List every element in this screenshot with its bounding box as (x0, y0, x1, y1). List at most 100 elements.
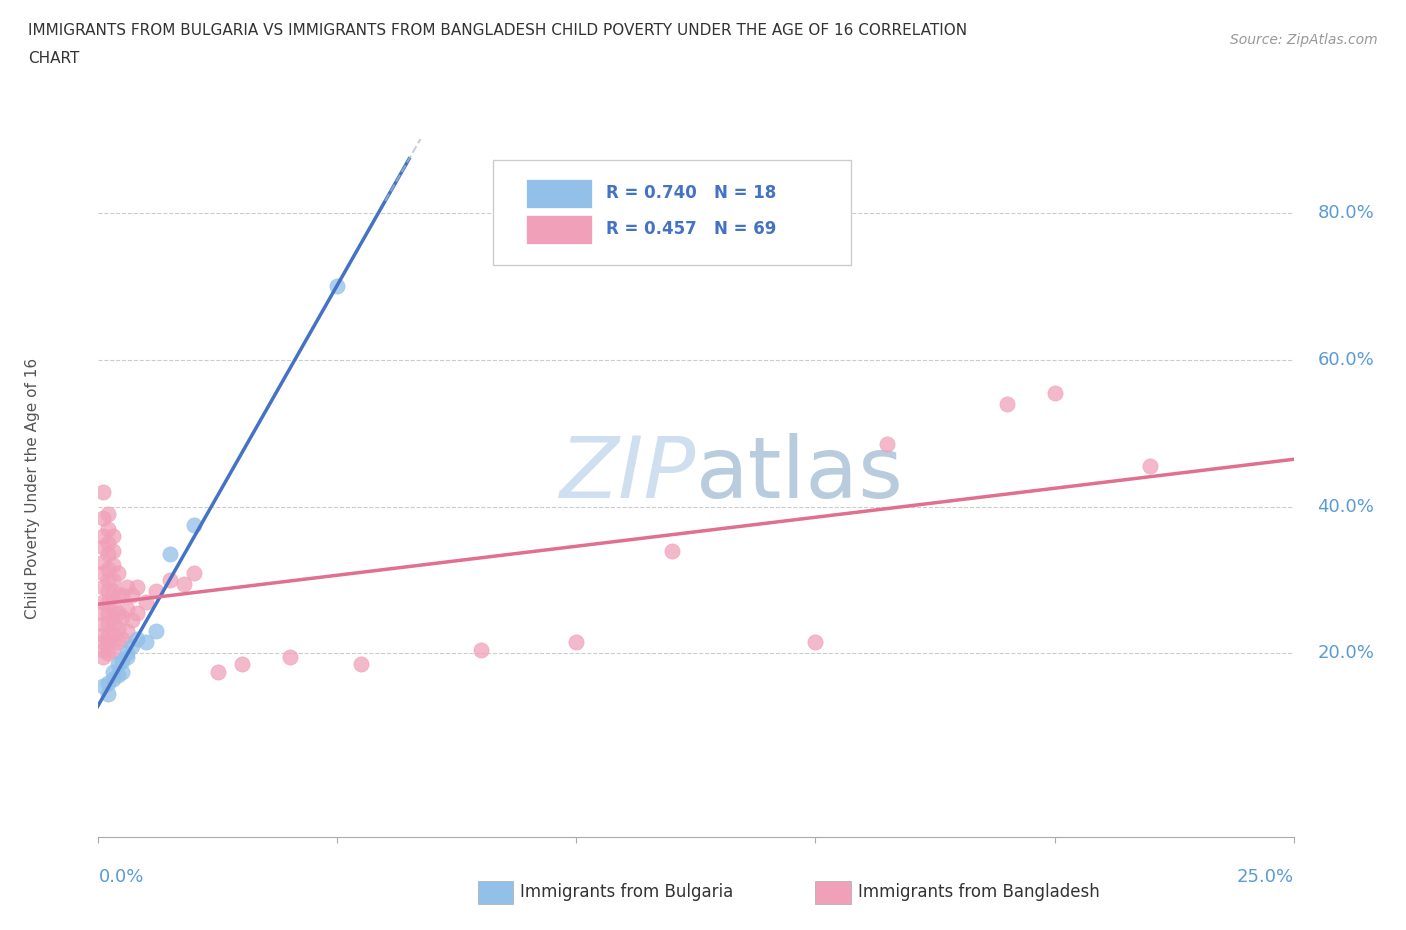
Point (97, 628, 120, 643)
Point (91, 594, 114, 609)
Point (207, 664, 229, 679)
Point (350, 657, 373, 671)
Point (97, 507, 120, 522)
Point (101, 605, 124, 620)
Point (159, 573, 181, 588)
Point (101, 584, 124, 599)
Point (470, 643, 492, 658)
Text: 20.0%: 20.0% (1317, 644, 1374, 662)
Text: IMMIGRANTS FROM BULGARIA VS IMMIGRANTS FROM BANGLADESH CHILD POVERTY UNDER THE A: IMMIGRANTS FROM BULGARIA VS IMMIGRANTS F… (28, 23, 967, 38)
Point (101, 671, 124, 686)
Point (876, 437, 898, 452)
Point (111, 609, 134, 624)
Text: atlas: atlas (696, 432, 904, 516)
Point (565, 635, 588, 650)
Point (101, 528, 124, 543)
Point (1139, 458, 1161, 473)
Point (91, 511, 114, 525)
Point (101, 573, 124, 588)
Text: CHART: CHART (28, 51, 80, 66)
Point (115, 650, 138, 665)
Point (97, 675, 120, 690)
Point (91, 580, 114, 595)
Text: 60.0%: 60.0% (1317, 351, 1374, 369)
Point (183, 565, 205, 580)
Point (91, 650, 114, 665)
FancyBboxPatch shape (494, 161, 852, 265)
Text: 25.0%: 25.0% (1236, 869, 1294, 886)
Point (101, 594, 124, 609)
Point (91, 528, 114, 543)
Point (107, 605, 129, 620)
Point (115, 624, 138, 639)
Point (107, 635, 129, 650)
Text: Source: ZipAtlas.com: Source: ZipAtlas.com (1230, 33, 1378, 46)
Point (91, 539, 114, 554)
Point (97, 573, 120, 588)
Point (111, 654, 134, 669)
Point (91, 554, 114, 569)
Point (115, 646, 138, 661)
Text: 40.0%: 40.0% (1317, 498, 1374, 515)
Point (91, 635, 114, 650)
Point (101, 664, 124, 679)
Point (278, 650, 301, 665)
Point (91, 628, 114, 643)
Point (97, 646, 120, 661)
Point (145, 584, 167, 599)
Point (107, 620, 129, 635)
Point (101, 617, 124, 631)
Point (159, 547, 181, 562)
Point (111, 587, 134, 602)
Text: R = 0.740   N = 18: R = 0.740 N = 18 (606, 184, 776, 202)
Point (91, 679, 114, 694)
Text: R = 0.457   N = 69: R = 0.457 N = 69 (606, 220, 776, 238)
Point (125, 580, 148, 595)
Point (101, 543, 124, 558)
Point (97, 584, 120, 599)
Text: Immigrants from Bulgaria: Immigrants from Bulgaria (520, 883, 734, 901)
Point (121, 639, 143, 654)
Point (173, 577, 195, 591)
Point (97, 686, 120, 701)
Point (661, 543, 683, 558)
Point (183, 517, 205, 532)
Point (121, 613, 143, 628)
Point (125, 605, 148, 620)
Point (145, 624, 167, 639)
Point (97, 521, 120, 536)
Point (995, 396, 1018, 411)
Point (804, 635, 827, 650)
Point (135, 594, 157, 609)
Point (115, 602, 138, 617)
Point (101, 628, 124, 643)
Point (97, 594, 120, 609)
Point (97, 605, 120, 620)
Text: 80.0%: 80.0% (1317, 204, 1374, 222)
Point (125, 631, 148, 646)
Point (97, 562, 120, 577)
Point (1043, 385, 1066, 400)
Point (91, 643, 114, 658)
Point (326, 279, 349, 294)
Point (91, 605, 114, 620)
Point (107, 587, 129, 602)
Point (135, 635, 157, 650)
Point (101, 643, 124, 658)
Point (115, 580, 138, 595)
Point (107, 565, 129, 580)
Point (121, 587, 143, 602)
Text: ZIP: ZIP (560, 432, 696, 516)
Point (91, 485, 114, 499)
Point (97, 547, 120, 562)
Point (107, 657, 129, 671)
Point (91, 565, 114, 580)
Bar (526, 179, 592, 208)
Point (97, 617, 120, 631)
Text: Immigrants from Bangladesh: Immigrants from Bangladesh (858, 883, 1099, 901)
Point (91, 617, 114, 631)
Bar (526, 215, 592, 245)
Point (97, 536, 120, 551)
Point (101, 558, 124, 573)
Point (107, 668, 129, 683)
